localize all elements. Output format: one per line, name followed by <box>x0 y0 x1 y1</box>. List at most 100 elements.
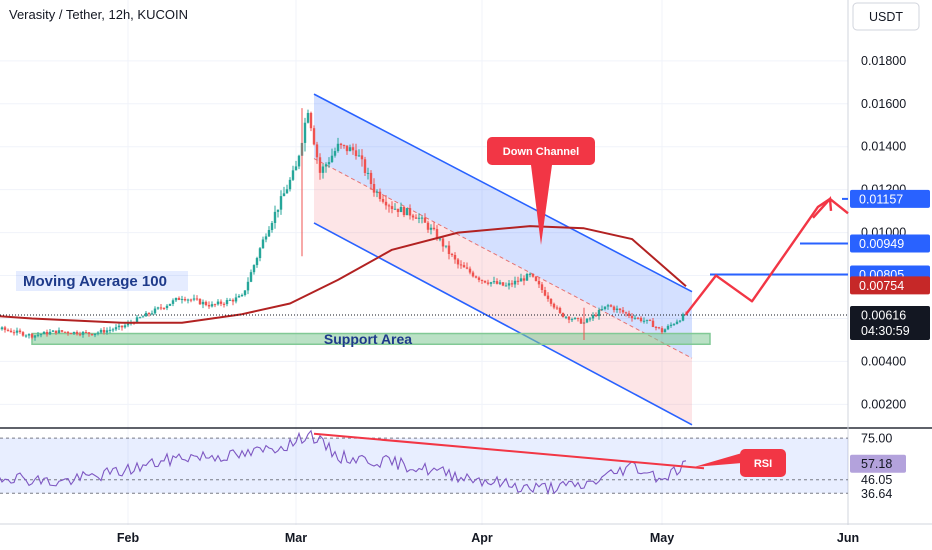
candle-body <box>21 332 25 336</box>
candle-body <box>144 312 148 317</box>
candle-body <box>504 285 508 287</box>
candle <box>243 290 247 297</box>
candle <box>57 327 61 334</box>
candle <box>594 312 598 318</box>
candle <box>429 224 433 235</box>
candle-body <box>264 236 268 240</box>
candle-body <box>465 267 469 269</box>
candle-body <box>360 155 364 160</box>
candle-body <box>228 299 232 301</box>
candle <box>342 144 346 149</box>
candle <box>180 295 184 304</box>
candle-body <box>567 316 571 320</box>
candle <box>111 327 115 333</box>
candle <box>294 160 298 171</box>
candle-body <box>3 327 7 330</box>
candle <box>3 325 7 333</box>
candle-body <box>99 329 103 333</box>
candle-body <box>207 305 211 307</box>
candle <box>84 329 88 334</box>
candle <box>150 310 154 316</box>
candle <box>9 328 13 333</box>
candle-body <box>543 290 547 296</box>
candle-body <box>522 278 526 281</box>
candle <box>585 318 589 324</box>
candle-body <box>411 215 415 218</box>
currency-button-bg[interactable] <box>852 2 920 31</box>
chart-title: Verasity / Tether, 12h, KUCOIN <box>9 7 188 22</box>
candle-body <box>546 295 550 299</box>
candle-body <box>462 265 466 268</box>
candle-body <box>450 253 454 256</box>
candle-body <box>291 170 295 180</box>
candle-body <box>429 227 433 230</box>
candle <box>486 279 490 286</box>
target-badge-bg <box>850 189 930 208</box>
candle <box>6 328 10 332</box>
candle-body <box>270 223 274 231</box>
candle-body <box>279 196 283 210</box>
candle <box>198 298 202 305</box>
projection-path <box>685 197 849 315</box>
candle <box>579 317 583 325</box>
candle-body <box>363 159 367 173</box>
candle <box>48 329 52 336</box>
candle-body <box>45 331 49 335</box>
candle-body <box>39 334 43 336</box>
candle <box>615 305 619 313</box>
candle <box>192 294 196 302</box>
candle <box>471 270 475 278</box>
candle-body <box>531 273 535 277</box>
ma-label-text: Moving Average 100 <box>23 273 167 290</box>
candle-body <box>654 327 658 329</box>
candle <box>123 323 127 329</box>
candle <box>642 317 646 324</box>
candle-body <box>348 147 352 152</box>
candle <box>303 117 307 152</box>
candle-body <box>261 239 265 249</box>
candle <box>0 326 4 331</box>
rsi-tick-label: 36.64 <box>861 487 892 501</box>
candle-body <box>591 315 595 319</box>
candle <box>393 203 397 210</box>
candle <box>675 319 679 325</box>
candle <box>318 153 322 180</box>
candle <box>237 294 241 298</box>
candle-body <box>84 332 88 334</box>
candle-body <box>381 198 385 202</box>
candle-body <box>396 208 400 213</box>
candle <box>168 303 172 307</box>
candle-body <box>63 331 67 333</box>
candle-body <box>339 143 343 146</box>
candle-body <box>486 282 490 284</box>
candle-body <box>273 211 277 224</box>
candle <box>240 293 244 298</box>
candle-body <box>516 280 520 282</box>
candle-body <box>354 150 358 157</box>
candle <box>189 298 193 303</box>
candle <box>195 295 199 301</box>
candle <box>306 109 310 124</box>
candle-body <box>96 332 100 334</box>
candle-body <box>120 325 124 328</box>
candle-body <box>6 329 10 331</box>
candle <box>309 111 313 132</box>
candle-body <box>33 335 37 338</box>
candle-body <box>588 318 592 320</box>
currency-button[interactable]: USDT <box>852 2 920 31</box>
callout-text: Down Channel <box>503 146 579 158</box>
candle-body <box>252 265 256 273</box>
candle <box>63 331 67 334</box>
candle-body <box>312 128 316 145</box>
candle-body <box>648 319 652 321</box>
candle-body <box>375 191 379 193</box>
candle-body <box>669 324 673 326</box>
x-tick-label: Feb <box>117 531 140 545</box>
candle-body <box>474 276 478 278</box>
candle <box>414 214 418 219</box>
candle-body <box>600 309 604 311</box>
candle <box>447 241 451 260</box>
candle-body <box>336 143 340 152</box>
candle-body <box>390 206 394 210</box>
